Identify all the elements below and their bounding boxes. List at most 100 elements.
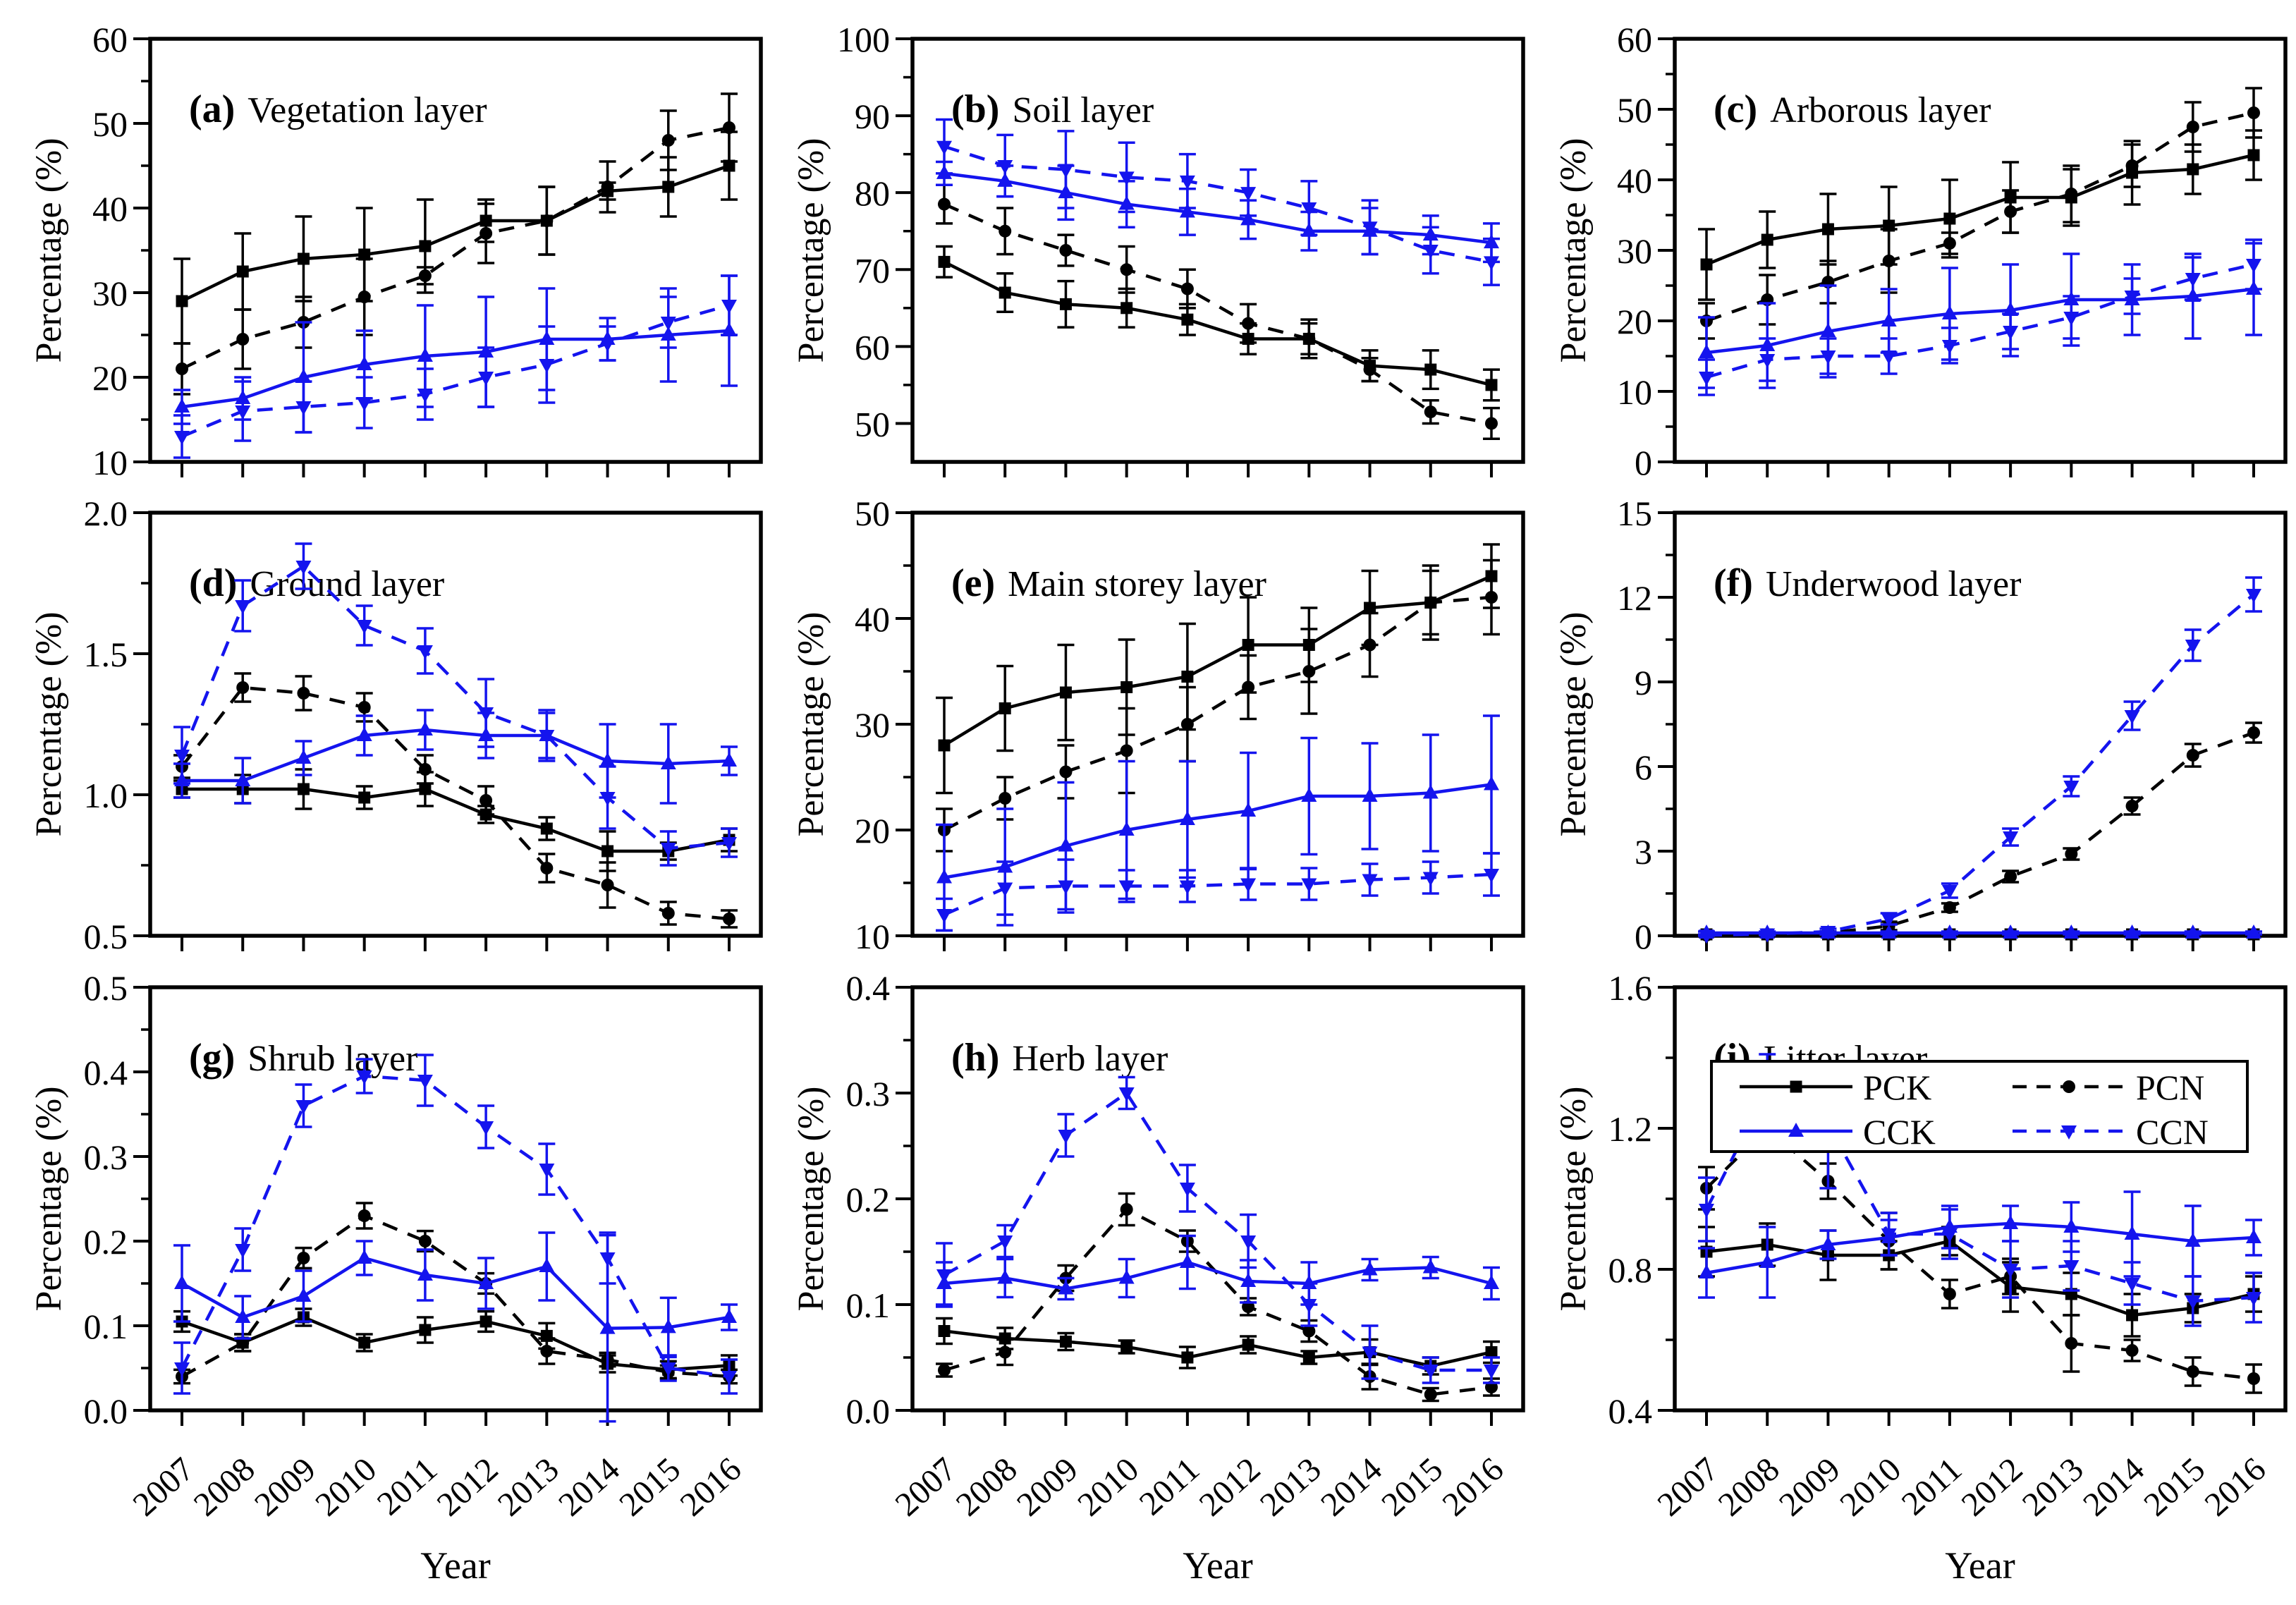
- x-tick-label: 2013: [1253, 1451, 1329, 1524]
- x-tick-label: 2015: [2137, 1451, 2212, 1524]
- x-tick-label: 2011: [370, 1451, 444, 1522]
- y-tick-label: 0.1: [84, 1307, 128, 1346]
- y-tick-label: 0.3: [84, 1137, 128, 1177]
- y-tick-label: 0.4: [1608, 1391, 1653, 1431]
- subplot-b-series-PCK: [936, 245, 1500, 402]
- y-tick-label: 0.5: [84, 968, 128, 1008]
- y-tick-label: 0.4: [846, 968, 891, 1008]
- subplot-d-title: (d) Ground layer: [189, 561, 444, 605]
- y-tick-label: 0.5: [84, 917, 128, 956]
- y-tick-label: 30: [855, 705, 890, 745]
- subplot-e-series-CCN: [936, 852, 1500, 932]
- subplot-g-y-axis: 0.0 0.1 0.2 0.3 0.4 0.5: [84, 968, 150, 1431]
- y-tick-label: 1.6: [1608, 968, 1653, 1008]
- y-tick-label: 2.0: [84, 494, 128, 533]
- subplot-c-series-CCK: [1698, 242, 2262, 389]
- y-tick-label: 1.2: [1608, 1109, 1653, 1149]
- legend-label-PCK: PCK: [1863, 1068, 1931, 1107]
- subplot-e-series-PCN: [936, 559, 1500, 853]
- x-tick-label: 2012: [1955, 1451, 2030, 1524]
- x-tick-label: 2016: [1436, 1451, 1511, 1524]
- x-tick-label: 2016: [2198, 1451, 2273, 1524]
- subplot-d-series-PCK: [173, 768, 738, 872]
- legend-label-CCK: CCK: [1863, 1112, 1936, 1152]
- subplot-a-ylabel: Percentage (%): [29, 138, 69, 362]
- y-tick-label: 10: [92, 443, 128, 482]
- x-tick-label: 2012: [1192, 1451, 1268, 1524]
- subplot-e: 10 20 30 40 50 Percentage (%) (e) Main storey l…: [791, 494, 1525, 956]
- y-tick-label: 80: [855, 173, 890, 213]
- subplot-b-series-CCN: [936, 118, 1500, 286]
- y-tick-label: 0.2: [846, 1180, 891, 1219]
- y-tick-label: 20: [1617, 302, 1652, 341]
- x-tick-label: 2012: [430, 1451, 506, 1524]
- subplot-h-ylabel: Percentage (%): [791, 1086, 831, 1311]
- subplot-d-ylabel: Percentage (%): [29, 611, 69, 836]
- y-tick-label: 12: [1617, 578, 1652, 618]
- y-tick-label: 30: [1617, 231, 1652, 271]
- x-tick-label: 2008: [187, 1451, 262, 1524]
- y-tick-label: 0.1: [846, 1286, 891, 1325]
- x-tick-label: 2007: [126, 1451, 202, 1524]
- subplot-b-x-axis: [943, 462, 1493, 477]
- subplot-f: 0 3 6 9 12 15 Percentage (%) (f) Underwood layer: [1553, 494, 2288, 956]
- y-tick-label: 3: [1635, 832, 1652, 872]
- y-tick-label: 50: [855, 494, 890, 533]
- subplot-a: 10 20 30 40 50 60 Percentage (%) (a) Vegetation …: [29, 20, 763, 482]
- y-tick-label: 20: [855, 811, 890, 850]
- y-tick-label: 0: [1635, 917, 1652, 956]
- subplot-a-title: (a) Vegetation layer: [189, 87, 487, 131]
- subplot-a-x-axis: [181, 462, 731, 477]
- subplot-c-title: (c) Arborous layer: [1714, 87, 1991, 131]
- subplot-g-ylabel: Percentage (%): [29, 1086, 69, 1311]
- subplot-c: 0 10 20 30 40 50 60 Percentage (%) (c) Arborous l…: [1553, 20, 2288, 482]
- subplot-i: 0.4 0.8 1.2 1.6 2007200820092010201120122013…: [1553, 968, 2288, 1587]
- year-label-col-0: Year: [420, 1544, 491, 1587]
- y-tick-label: 70: [855, 250, 890, 290]
- x-tick-label: 2013: [491, 1451, 566, 1524]
- y-tick-label: 50: [92, 104, 128, 144]
- subplot-e-y-axis: 10 20 30 40 50: [855, 494, 912, 956]
- y-tick-label: 9: [1635, 663, 1652, 702]
- x-tick-label: 2014: [2076, 1451, 2151, 1524]
- y-tick-label: 20: [92, 358, 128, 398]
- y-tick-label: 0.3: [846, 1074, 891, 1113]
- legend-entry-CCN: CCN: [2013, 1112, 2209, 1152]
- subplot-g: 0.00.10.20.30.40.52007200820092010201120…: [29, 968, 763, 1587]
- subplot-a-series-CCN: [173, 274, 738, 459]
- y-tick-label: 15: [1617, 494, 1652, 533]
- subplot-g-series-CCN: [173, 1054, 738, 1395]
- x-tick-label: 2007: [1651, 1451, 1726, 1524]
- subplot-h-series-PCN: [936, 1192, 1500, 1403]
- subplot-f-ylabel: Percentage (%): [1553, 611, 1594, 836]
- subplot-c-series-PCK: [1698, 129, 2262, 301]
- legend-entry-CCK: CCK: [1740, 1112, 1936, 1152]
- x-tick-label: 2010: [1833, 1451, 1908, 1524]
- x-tick-label: 2008: [1711, 1451, 1787, 1524]
- subplot-f-title: (f) Underwood layer: [1714, 561, 2021, 605]
- y-tick-label: 1.0: [84, 776, 128, 815]
- subplot-i-y-axis: 0.4 0.8 1.2 1.6: [1608, 968, 1675, 1431]
- y-tick-label: 100: [837, 20, 890, 59]
- subplot-b: 50 60 70 80 90 100 Percentage (%) (b) Soil layer: [791, 20, 1525, 477]
- subplot-d-series-CCN: [173, 542, 738, 867]
- subplot-e-series-CCK: [936, 714, 1500, 932]
- subplot-b-series-PCN: [936, 183, 1500, 441]
- y-tick-label: 0.2: [84, 1222, 128, 1262]
- subplot-f-y-axis: 0 3 6 9 12 15: [1617, 494, 1675, 956]
- y-tick-label: 6: [1635, 747, 1652, 787]
- subplot-d-y-axis: 0.5 1.0 1.5 2.0: [84, 494, 150, 956]
- subplot-a-series-PCK: [173, 130, 738, 345]
- x-tick-label: 2014: [551, 1451, 627, 1524]
- legend-label-PCN: PCN: [2136, 1068, 2204, 1107]
- subplot-f-x-axis: [1705, 936, 2255, 951]
- subplot-a-y-axis: 10 20 30 40 50 60: [92, 20, 150, 482]
- y-tick-label: 40: [92, 189, 128, 228]
- x-tick-label: 2009: [248, 1451, 323, 1524]
- x-tick-label: 2011: [1132, 1451, 1207, 1522]
- y-tick-label: 60: [855, 327, 890, 367]
- year-label-col-1: Year: [1183, 1544, 1253, 1587]
